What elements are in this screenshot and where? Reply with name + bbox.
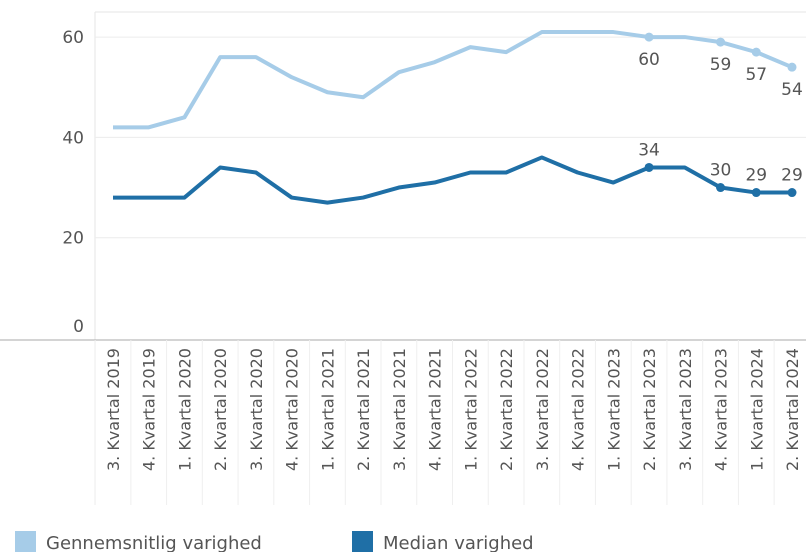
- x-tick-label: 2. Kvartal 2020: [211, 348, 230, 471]
- y-tick-label: 0: [73, 317, 84, 337]
- point-marker: [787, 188, 797, 198]
- x-tick-label: 4. Kvartal 2019: [140, 348, 159, 471]
- x-tick-label: 4. Kvartal 2020: [283, 348, 302, 471]
- series-line: [113, 30, 793, 130]
- legend-swatch: [15, 531, 36, 552]
- point-marker: [751, 47, 761, 57]
- data-label: 60: [638, 50, 660, 70]
- point-marker: [644, 32, 654, 42]
- data-label: 59: [710, 55, 732, 75]
- x-tick-label: 2. Kvartal 2022: [497, 348, 516, 471]
- x-tick-label: 1. Kvartal 2024: [747, 348, 766, 471]
- point-marker: [716, 37, 726, 47]
- data-label: 57: [745, 65, 767, 85]
- x-tick-label: 3. Kvartal 2020: [247, 348, 266, 471]
- x-tick-label: 4. Kvartal 2023: [712, 348, 731, 471]
- point-marker: [644, 162, 654, 172]
- x-tick-label: 3. Kvartal 2021: [390, 348, 409, 471]
- x-tick-label: 3. Kvartal 2022: [533, 348, 552, 471]
- x-tick-label: 4. Kvartal 2021: [426, 348, 445, 471]
- point-marker: [787, 62, 797, 72]
- legend-label: Gennemsnitlig varighed: [46, 533, 262, 552]
- x-tick-label: 4. Kvartal 2022: [569, 348, 588, 471]
- x-tick-label: 2. Kvartal 2024: [783, 348, 802, 471]
- series-line: [113, 155, 792, 205]
- x-tick-label: 1. Kvartal 2021: [318, 348, 337, 471]
- legend-label: Median varighed: [383, 533, 534, 552]
- x-tick-label: 1. Kvartal 2022: [461, 348, 480, 471]
- y-tick-label: 20: [62, 229, 84, 249]
- x-tick-label: 2. Kvartal 2021: [354, 348, 373, 471]
- point-marker: [751, 188, 761, 198]
- data-label: 29: [781, 166, 803, 186]
- point-marker: [716, 183, 726, 193]
- data-label: 30: [710, 161, 732, 181]
- x-tick-label: 3. Kvartal 2023: [676, 348, 695, 471]
- y-tick-label: 60: [62, 28, 84, 48]
- x-tick-label: 2. Kvartal 2023: [640, 348, 659, 471]
- x-tick-label: 1. Kvartal 2023: [604, 348, 623, 471]
- data-label: 34: [638, 140, 660, 160]
- data-label: 29: [745, 166, 767, 186]
- x-tick-label: 3. Kvartal 2019: [104, 348, 123, 471]
- x-tick-label: 1. Kvartal 2020: [175, 348, 194, 471]
- data-label: 54: [781, 80, 803, 100]
- legend-swatch: [352, 531, 373, 552]
- y-tick-label: 40: [62, 128, 84, 148]
